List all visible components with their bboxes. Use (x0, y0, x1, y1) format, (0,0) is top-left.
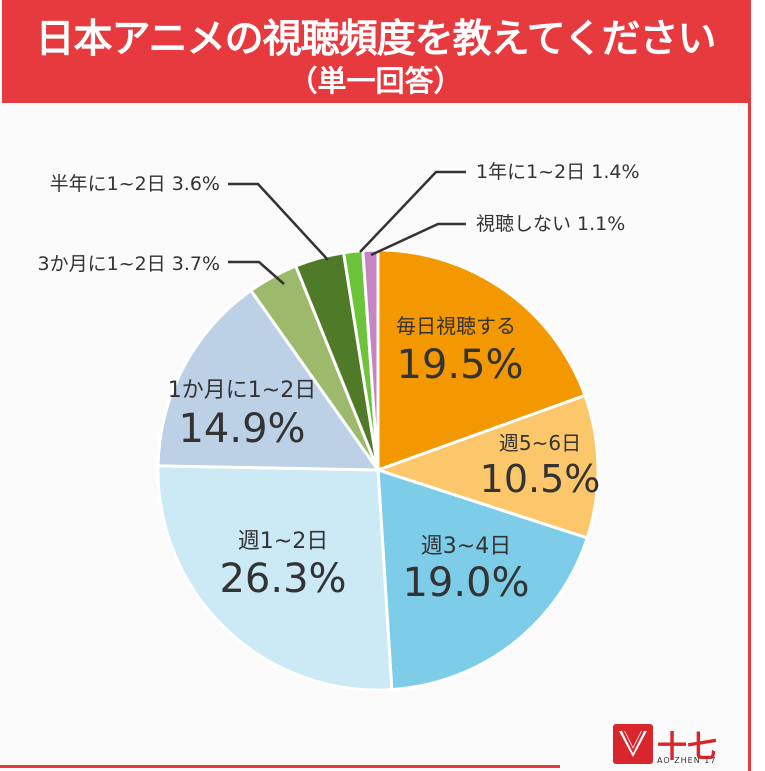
pie-slice-2 (373, 393, 600, 540)
pie-slice-3 (376, 467, 590, 692)
callout-label-6: 3か月に1~2日 3.7% (38, 253, 221, 275)
slice-value-4: 26.3% (219, 556, 346, 602)
slice-value-3: 19.0% (402, 560, 529, 606)
slice-value-1: 19.5% (396, 342, 523, 388)
callout-label-9: 視聴しない 1.1% (476, 213, 625, 235)
callout-label-8: 1年に1~2日 1.4% (476, 161, 640, 183)
chart-title: 日本アニメの視聴頻度を教えてください (35, 17, 716, 62)
callout-line-6 (228, 260, 285, 285)
brand-logo: 十七 AO ZHEN 17 (613, 724, 723, 766)
slice-label-5: 1か月に1~2日 (168, 378, 316, 403)
slice-value-5: 14.9% (178, 406, 305, 452)
slice-label-4: 週1~2日 (238, 529, 328, 554)
title-banner: 日本アニメの視聴頻度を教えてください （単一回答） (2, 0, 749, 103)
bottom-rule (0, 765, 560, 768)
callout-line-9 (370, 222, 466, 257)
callout-label-7: 半年に1~2日 3.6% (50, 173, 220, 195)
chart-subtitle: （単一回答） (288, 64, 463, 98)
callout-line-7 (228, 182, 329, 261)
callout-line-8 (359, 170, 466, 253)
logo-subtext: AO ZHEN 17 (657, 756, 717, 765)
pie-slice-1 (376, 248, 587, 473)
logo-mark-icon (613, 724, 653, 764)
pie-slice-5 (156, 288, 381, 472)
slice-label-1: 毎日視聴する (396, 314, 516, 338)
slice-label-2: 週5~6日 (499, 431, 581, 455)
slice-label-3: 週3~4日 (421, 534, 511, 559)
pie-slice-4 (156, 464, 394, 692)
slice-value-2: 10.5% (480, 457, 601, 501)
logo-name: 十七 (657, 730, 717, 765)
